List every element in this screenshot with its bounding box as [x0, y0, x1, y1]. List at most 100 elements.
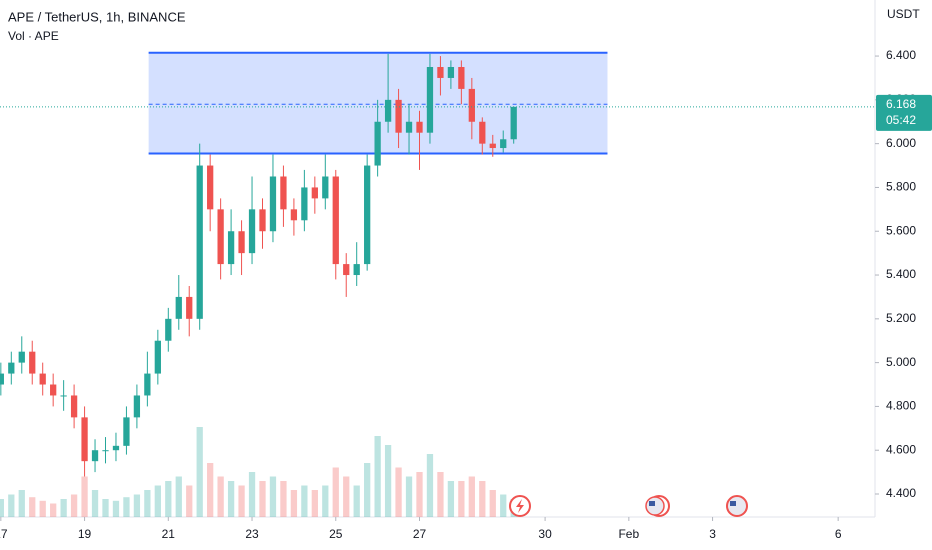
candle-body: [479, 121, 486, 144]
candle-body: [154, 340, 161, 374]
candle-body: [238, 231, 245, 254]
candle-body: [70, 395, 78, 418]
volume-bar: [468, 476, 475, 517]
candle-body: [0, 373, 4, 385]
last-price-label: 6.168: [886, 97, 916, 111]
volume-bar: [102, 499, 109, 517]
chart-title: APE / TetherUS, 1h, BINANCE: [8, 9, 186, 24]
volume-bar: [489, 490, 496, 517]
candle-body: [458, 67, 465, 89]
candle-body: [343, 264, 350, 276]
volume-bar: [447, 481, 455, 517]
volume-bar: [269, 476, 277, 517]
candle-body: [280, 176, 287, 210]
candle-body: [227, 231, 235, 265]
volume-bar: [416, 472, 423, 517]
volume-label: Vol · APE: [8, 29, 59, 43]
candle-body: [322, 176, 329, 199]
volume-bar: [500, 494, 507, 517]
y-tick-label: 5.800: [886, 180, 916, 194]
candle-body: [175, 296, 182, 319]
x-tick-label: 17: [0, 527, 8, 541]
volume-bar: [0, 499, 4, 517]
candle-body: [217, 209, 224, 265]
volume-bar: [479, 481, 486, 517]
volume-bar: [123, 497, 130, 517]
candle-body: [500, 139, 507, 149]
volume-bar: [18, 490, 25, 517]
volume-bar: [144, 490, 151, 517]
flag-canton: [730, 501, 736, 506]
x-tick-label: Feb: [618, 527, 639, 541]
candle-body: [8, 362, 15, 374]
candle-body: [196, 165, 203, 319]
volume-bar: [165, 481, 172, 517]
y-tick-label: 5.400: [886, 267, 916, 281]
volume-bar: [343, 476, 350, 517]
candle-body: [290, 209, 298, 221]
volume-bar: [322, 485, 329, 517]
volume-bar: [405, 476, 413, 517]
candle-body: [165, 318, 172, 341]
currency-label: USDT: [887, 7, 920, 21]
volume-bar: [364, 463, 371, 517]
volume-bar: [395, 467, 402, 517]
candle-body: [510, 106, 517, 140]
y-tick-label: 4.800: [886, 399, 916, 413]
volume-bar: [39, 500, 46, 517]
flag-canton: [649, 501, 655, 506]
volume-bar: [196, 427, 203, 517]
volume-bar: [133, 494, 141, 517]
volume-bar: [29, 497, 36, 517]
candle-body: [29, 351, 36, 374]
candle-body: [186, 296, 193, 319]
candle-body: [39, 373, 46, 385]
volume-bar: [70, 494, 78, 517]
candle-body: [133, 395, 141, 418]
event-icon-glyph: [516, 499, 524, 513]
x-tick-label: 3: [709, 527, 716, 541]
candle-body: [374, 121, 381, 166]
candle-body: [364, 165, 371, 265]
y-tick-label: 5.600: [886, 223, 916, 237]
candle-body: [248, 209, 256, 254]
x-tick-label: 30: [538, 527, 552, 541]
candle-body: [332, 176, 339, 265]
y-tick-label: 4.600: [886, 442, 916, 456]
candle-body: [405, 121, 413, 133]
y-tick-label: 6.000: [886, 136, 916, 150]
volume-bar: [458, 481, 465, 517]
candle-body: [395, 99, 402, 133]
volume-bar: [227, 481, 235, 517]
volume-bar: [217, 476, 224, 517]
candle-body: [81, 417, 88, 462]
x-tick-label: 19: [78, 527, 92, 541]
y-tick-label: 4.400: [886, 486, 916, 500]
volume-bar: [437, 472, 444, 517]
x-tick-label: 25: [329, 527, 343, 541]
x-tick-label: 23: [245, 527, 259, 541]
x-tick-label: 27: [413, 527, 427, 541]
countdown-label: 05:42: [886, 113, 916, 127]
volume-bar: [207, 463, 214, 517]
x-tick-label: 21: [162, 527, 176, 541]
candle-body: [18, 351, 25, 363]
volume-bar: [186, 485, 193, 517]
candle-body: [144, 373, 151, 396]
volume-bar: [290, 490, 298, 517]
candle-body: [437, 67, 444, 78]
volume-bar: [280, 481, 287, 517]
candle-body: [447, 67, 455, 78]
candle-body: [416, 121, 423, 133]
volume-bar: [175, 476, 182, 517]
volume-bar: [301, 485, 308, 517]
volume-bar: [311, 490, 318, 517]
event-icons[interactable]: [509, 495, 748, 517]
candle-body: [60, 395, 67, 397]
candle-body: [102, 450, 109, 452]
volume-bar: [50, 503, 57, 517]
volume-bar: [353, 485, 360, 517]
volume-bar: [154, 485, 161, 517]
